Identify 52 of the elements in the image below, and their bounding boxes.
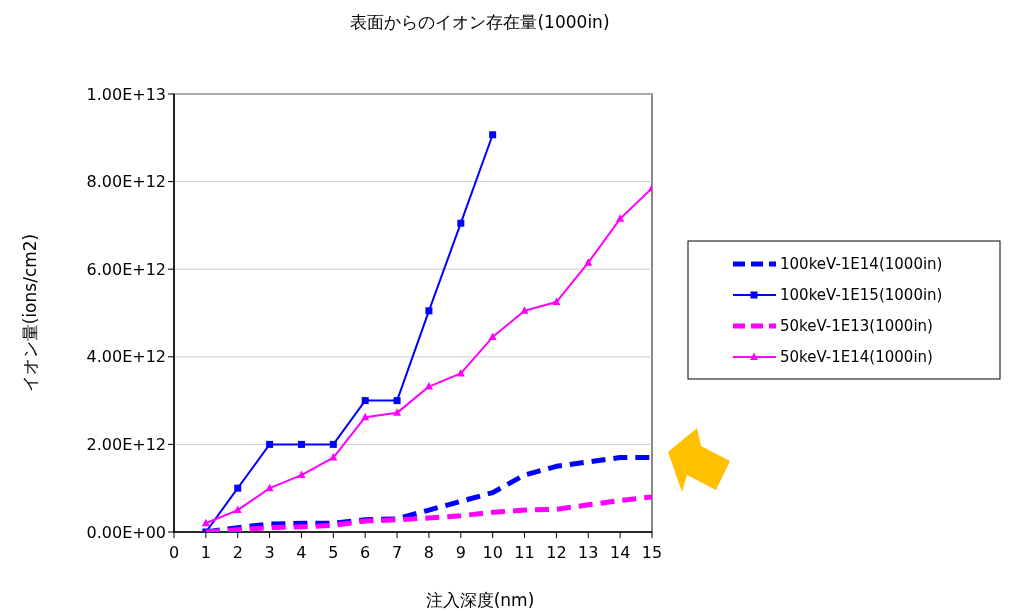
chart-title: 表面からのイオン存在量(1000in)	[350, 12, 610, 32]
x-tick-label: 9	[455, 543, 466, 562]
point	[424, 382, 433, 390]
point	[265, 483, 274, 492]
x-axis-title: 注入深度(nm)	[425, 590, 535, 610]
x-tick-label: 3	[264, 543, 275, 562]
x-tick-label: 0	[168, 543, 180, 562]
point	[456, 368, 465, 377]
x-tick-label: 2	[232, 543, 243, 562]
point	[297, 470, 306, 479]
point	[329, 453, 338, 461]
legend-label: 50keV-1E14(1000in)	[780, 348, 933, 367]
point	[266, 440, 274, 448]
point	[233, 505, 242, 514]
legend-label: 100keV-1E15(1000in)	[780, 286, 943, 305]
y-tick-label: 2.00E+12	[86, 435, 166, 454]
point	[489, 131, 497, 139]
point	[425, 307, 433, 315]
x-tick-label: 5	[328, 543, 339, 562]
point	[393, 408, 402, 416]
point	[361, 412, 370, 421]
point	[329, 440, 337, 448]
x-tick-label: 1	[200, 543, 211, 562]
point	[297, 440, 305, 448]
x-tick-label: 4	[296, 543, 307, 562]
legend-label: 50keV-1E13(1000in)	[780, 317, 933, 336]
point	[616, 214, 625, 222]
x-tick-label: 8	[423, 543, 435, 562]
y-tick-label: 4.00E+12	[86, 347, 166, 367]
y-tick-label: 6.00E+12	[86, 259, 166, 279]
legend-label: 100keV-1E14(1000in)	[780, 255, 943, 274]
x-tick-label: 13	[578, 543, 599, 562]
x-tick-label: 11	[514, 543, 535, 562]
x-tick-label: 14	[609, 543, 631, 562]
y-tick-label: 1.00E+13	[86, 84, 166, 104]
y-tick-label: 8.00E+12	[86, 172, 166, 192]
point	[488, 332, 497, 341]
point	[201, 518, 210, 527]
point	[234, 484, 242, 492]
x-tick-label: 10	[482, 543, 503, 562]
point	[520, 306, 529, 314]
x-tick-label: 12	[546, 543, 567, 562]
x-tick-label: 6	[360, 543, 371, 562]
point	[361, 397, 369, 405]
point	[393, 397, 401, 405]
point	[552, 297, 561, 306]
point	[457, 219, 465, 227]
x-tick-label: 15	[641, 543, 663, 562]
point	[584, 258, 593, 266]
y-tick-label: 0.00E+00	[86, 522, 166, 542]
x-tick-label: 7	[391, 543, 403, 562]
y-axis-title: イオン量(ions/cm2)	[20, 233, 40, 393]
